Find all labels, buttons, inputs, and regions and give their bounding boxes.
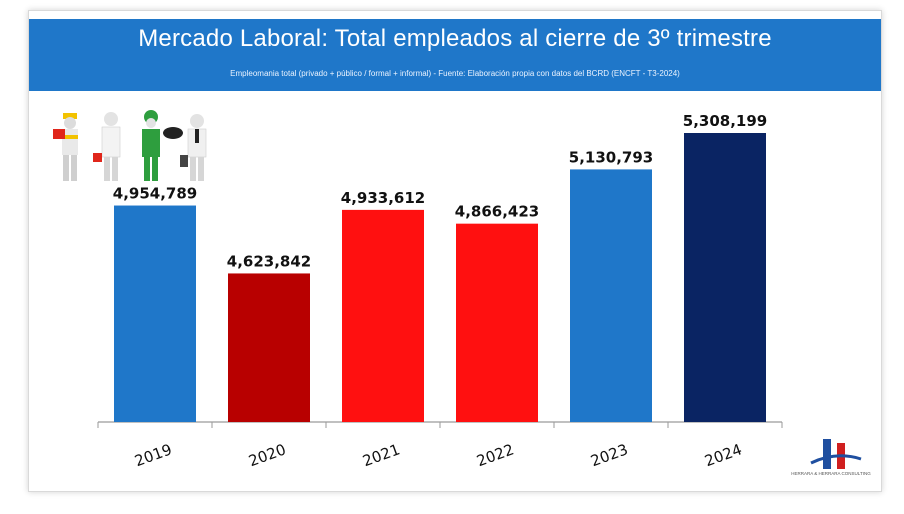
bar-2022 xyxy=(456,223,538,422)
chart-subtitle: Empleomania total (privado + público / f… xyxy=(230,69,680,78)
bar-2020 xyxy=(228,273,310,422)
company-logo-icon xyxy=(810,439,862,469)
bar-2023 xyxy=(570,169,652,422)
workers-illustration xyxy=(53,110,207,181)
x-tick-label-2020: 2020 xyxy=(246,440,288,470)
bar-2019 xyxy=(114,205,196,422)
data-label-2020: 4,623,842 xyxy=(227,252,311,270)
data-label-2019: 4,954,789 xyxy=(113,185,197,203)
doctor-icon xyxy=(93,112,121,181)
businessman-icon xyxy=(180,114,207,181)
gardener-icon xyxy=(142,110,183,181)
title-banner: Mercado Laboral: Total empleados al cier… xyxy=(29,19,881,91)
x-tick-label-2022: 2022 xyxy=(474,440,516,470)
x-tick-label-2021: 2021 xyxy=(360,440,402,470)
logo-caption: HERRARA & HERRARA CONSULTING xyxy=(791,471,871,476)
construction-worker-icon xyxy=(53,113,78,181)
bar-2024 xyxy=(684,133,766,422)
x-tick-label-2024: 2024 xyxy=(702,440,744,470)
x-tick-label-2023: 2023 xyxy=(588,440,630,470)
data-label-2023: 5,130,793 xyxy=(569,148,653,166)
data-label-2024: 5,308,199 xyxy=(683,112,767,130)
chart-title: Mercado Laboral: Total empleados al cier… xyxy=(138,25,772,52)
x-tick-label-2019: 2019 xyxy=(132,440,174,470)
bar-2021 xyxy=(342,209,424,422)
data-label-2022: 4,866,423 xyxy=(455,203,539,221)
data-label-2021: 4,933,612 xyxy=(341,189,425,207)
